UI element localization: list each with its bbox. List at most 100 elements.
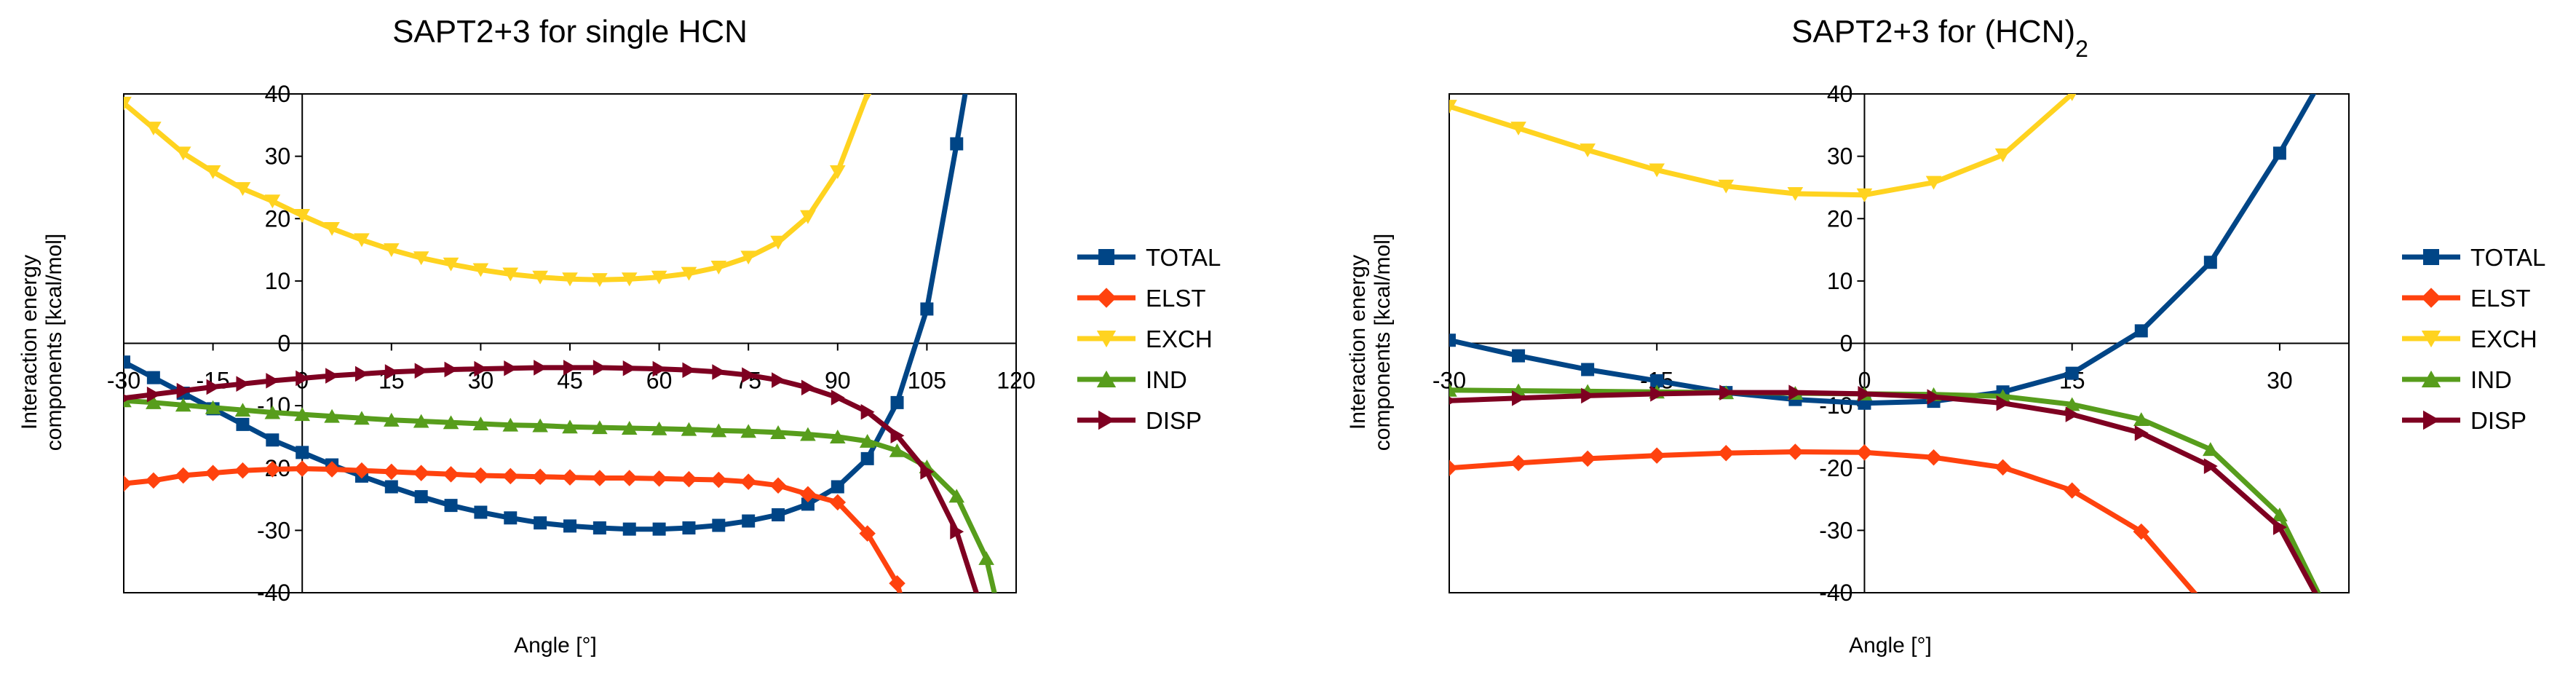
data-point-exch <box>592 273 608 288</box>
series-group <box>1449 25 2356 663</box>
data-point-disp <box>801 379 815 396</box>
series-line-ind <box>1449 387 2321 593</box>
data-point-total <box>682 521 696 534</box>
data-point-elst <box>769 477 787 494</box>
data-point-exch <box>740 250 756 265</box>
x-tick-label: 0 <box>1858 368 1871 394</box>
data-point-disp <box>593 360 607 376</box>
data-point-elst <box>323 461 341 478</box>
data-point-exch <box>443 257 459 272</box>
y-tick-label: 30 <box>1827 143 1853 170</box>
data-point-disp <box>2342 647 2356 663</box>
x-tick-label: 90 <box>825 368 851 394</box>
legend-marker-ind <box>1096 370 1117 387</box>
x-tick-label: 30 <box>2267 368 2293 394</box>
data-point-ind <box>948 489 965 503</box>
data-point-ind <box>264 405 281 419</box>
legend-marker-exch <box>2421 331 2441 348</box>
data-point-total <box>712 518 726 532</box>
series-line-disp <box>1449 390 2318 593</box>
data-point-disp <box>1650 386 1665 402</box>
y-tick-label: 40 <box>265 81 291 107</box>
data-point-elst <box>1718 444 1735 462</box>
x-axis-label: Angle [°] <box>1849 633 1932 658</box>
data-point-elst <box>1449 459 1458 476</box>
data-point-total <box>534 516 547 530</box>
data-point-elst <box>502 467 519 485</box>
data-point-total <box>772 508 785 521</box>
legend-label-exch: EXCH <box>1146 325 1213 352</box>
data-point-disp <box>1719 384 1734 400</box>
data-point-ind <box>234 403 251 417</box>
data-point-total <box>622 522 636 536</box>
legend-label-ind: IND <box>1146 366 1187 393</box>
data-point-ind <box>889 443 905 457</box>
data-point-disp <box>384 364 399 380</box>
data-point-ind <box>830 430 846 443</box>
data-point-ind <box>205 400 221 414</box>
data-point-disp <box>325 368 339 384</box>
data-point-elst <box>651 470 667 487</box>
series-line-total <box>124 94 968 532</box>
data-point-elst <box>2133 523 2150 540</box>
data-point-ind <box>2133 412 2149 426</box>
y-tick-label: -20 <box>1819 455 1852 481</box>
data-point-total <box>444 499 458 513</box>
data-point-exch <box>1580 143 1596 157</box>
data-point-ind <box>2064 397 2080 411</box>
data-point-disp <box>652 360 667 377</box>
data-point-elst <box>740 473 757 490</box>
legend-label-elst: ELST <box>2470 285 2531 312</box>
data-point-elst <box>145 472 162 489</box>
data-point-disp <box>1449 396 1457 405</box>
data-point-elst <box>799 486 817 502</box>
legend: TOTAL ELST EXCH IND DISP <box>2402 244 2545 434</box>
data-point-ind <box>443 415 459 430</box>
chart-hcn-dimer: SAPT2+3 for (HCN)2-30-1501530-40-30-20-1… <box>1346 14 2545 663</box>
data-point-exch <box>863 94 872 101</box>
data-point-elst <box>1925 449 1942 466</box>
x-tick-label: -30 <box>107 368 140 394</box>
data-point-elst <box>1994 459 2011 476</box>
data-point-disp <box>1858 386 1872 402</box>
data-point-disp <box>712 364 726 380</box>
legend-marker-ind <box>2421 370 2441 387</box>
data-point-exch <box>1856 188 1873 202</box>
data-point-disp <box>742 367 756 383</box>
data-point-total <box>2342 25 2355 38</box>
y-tick-label: -30 <box>257 517 290 543</box>
data-point-elst <box>124 475 132 492</box>
data-point-total <box>1512 349 1526 363</box>
y-axis-label-line1: Interaction energy <box>17 255 41 430</box>
data-point-ind <box>384 412 400 427</box>
data-point-exch <box>146 122 162 135</box>
data-point-total <box>2065 366 2079 380</box>
data-point-ind <box>710 423 727 438</box>
data-point-elst <box>710 471 727 489</box>
data-point-exch <box>205 165 221 179</box>
legend-marker-exch <box>1096 331 1117 348</box>
y-axis-label-line1: Interaction energy <box>1346 255 1370 430</box>
data-point-exch <box>502 267 519 282</box>
data-point-ind <box>2272 508 2288 521</box>
series-line-disp <box>124 365 979 593</box>
legend-marker-total <box>2423 249 2439 265</box>
data-point-total <box>950 137 964 151</box>
data-point-exch <box>264 194 281 209</box>
data-point-ind <box>770 425 786 439</box>
y-tick-label: 20 <box>1827 205 1853 232</box>
data-point-total <box>1449 333 1456 347</box>
data-point-total <box>384 480 398 494</box>
data-point-total <box>890 395 904 409</box>
data-point-ind <box>800 427 816 441</box>
data-point-ind <box>294 407 310 422</box>
data-point-exch <box>651 270 667 285</box>
data-point-disp <box>831 390 845 406</box>
data-point-exch <box>770 235 786 250</box>
data-point-exch <box>830 165 846 179</box>
data-point-ind <box>1449 382 1457 397</box>
data-point-elst <box>472 467 489 484</box>
y-tick-label: -10 <box>1819 392 1852 419</box>
y-tick-label: 0 <box>277 331 290 357</box>
